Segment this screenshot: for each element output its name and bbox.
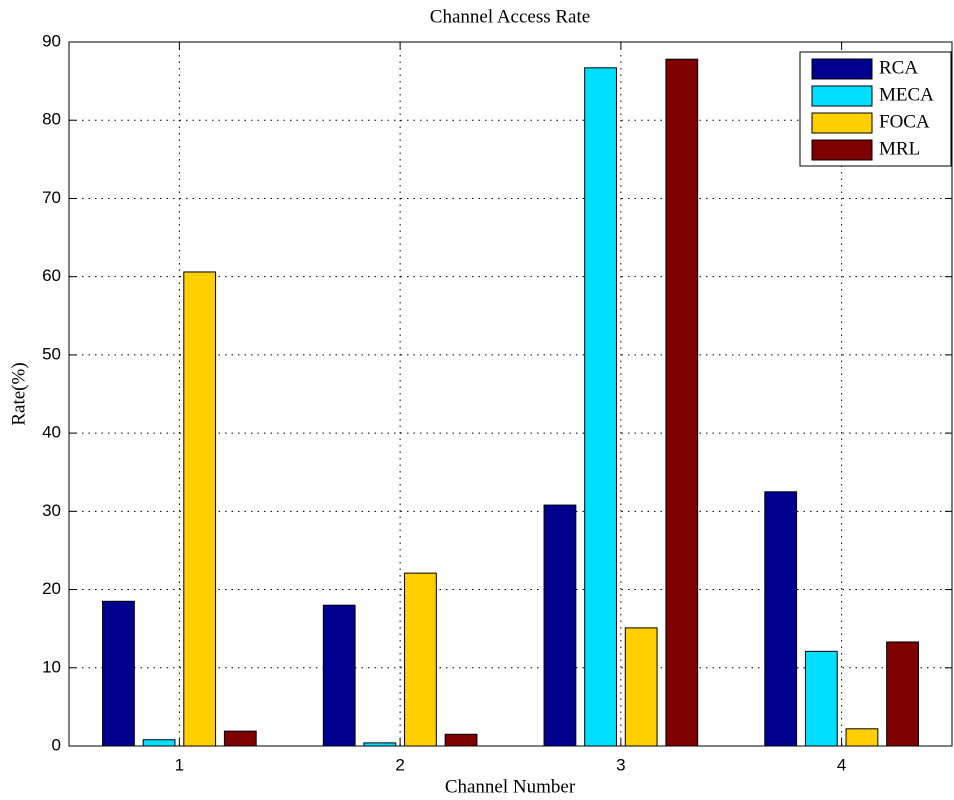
bar	[665, 58, 699, 747]
y-tick-label: 40	[42, 423, 61, 442]
bar	[543, 504, 577, 747]
legend-label: MECA	[879, 84, 934, 105]
legend-swatch	[811, 139, 873, 161]
y-tick-label: 90	[42, 31, 61, 50]
bar	[142, 739, 176, 747]
y-axis-label: Rate(%)	[8, 362, 29, 425]
y-tick-label: 30	[42, 501, 61, 520]
y-tick-label: 0	[52, 735, 61, 754]
bar	[764, 491, 798, 747]
bar	[886, 641, 919, 747]
bar	[102, 600, 135, 747]
bar	[845, 728, 879, 747]
legend-label: FOCA	[879, 111, 930, 132]
y-tick-label: 20	[42, 579, 61, 598]
x-tick-label: 3	[616, 755, 625, 774]
chart-title: Channel Access Rate	[430, 6, 590, 27]
bar	[404, 572, 437, 747]
bar	[183, 271, 217, 747]
legend-label: RCA	[879, 57, 918, 78]
plot-frame	[68, 41, 953, 747]
legend-label: MRL	[879, 138, 920, 159]
y-tick-label: 80	[42, 110, 61, 129]
legend-swatch	[811, 112, 873, 134]
x-tick-label: 4	[837, 755, 846, 774]
legend-swatch	[811, 58, 873, 80]
y-tick-label: 60	[42, 266, 61, 285]
y-tick-label: 70	[42, 188, 61, 207]
y-tick-label: 50	[42, 344, 61, 363]
bar	[584, 67, 617, 747]
y-tick-label: 10	[42, 657, 61, 676]
bar	[322, 604, 356, 747]
legend-swatch	[811, 85, 873, 107]
bar	[624, 627, 658, 747]
bar	[444, 733, 478, 747]
x-axis-label: Channel Number	[445, 776, 576, 797]
x-tick-label: 2	[395, 755, 404, 774]
x-tick-label: 1	[175, 755, 184, 774]
bar	[223, 730, 257, 747]
bar	[804, 650, 838, 747]
